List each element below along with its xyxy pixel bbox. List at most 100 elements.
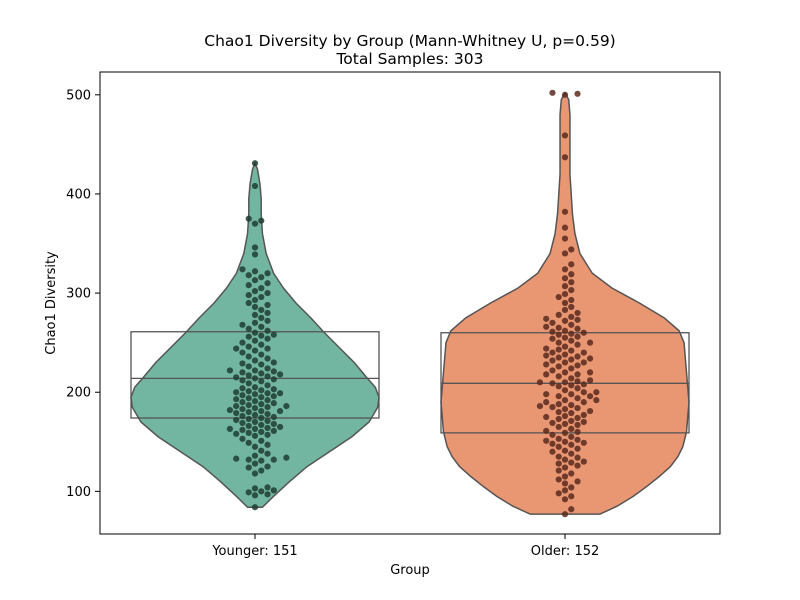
data-point <box>568 303 575 311</box>
data-point <box>270 413 277 421</box>
data-point <box>561 351 569 358</box>
data-point <box>568 356 575 363</box>
data-point <box>264 403 271 411</box>
data-point <box>568 321 575 328</box>
data-point <box>251 411 259 419</box>
data-point <box>574 353 581 360</box>
data-point <box>574 454 581 461</box>
data-point <box>574 371 581 378</box>
data-point <box>251 443 259 450</box>
data-point <box>574 362 581 369</box>
data-point <box>264 397 271 404</box>
data-point <box>555 460 562 467</box>
data-point <box>574 333 581 340</box>
data-point <box>251 347 259 354</box>
data-point <box>561 208 569 215</box>
data-point <box>555 293 562 301</box>
data-point <box>543 352 550 359</box>
data-point <box>270 427 277 434</box>
data-point <box>568 425 575 433</box>
data-point <box>264 417 271 425</box>
data-point <box>549 357 556 364</box>
data-point <box>245 282 252 289</box>
data-point <box>568 402 575 409</box>
data-point <box>543 399 550 406</box>
data-point <box>555 354 562 361</box>
data-point <box>561 487 569 494</box>
data-point <box>270 359 277 366</box>
data-point <box>568 409 575 417</box>
data-point <box>239 321 246 328</box>
data-point <box>258 407 265 415</box>
data-point <box>561 317 569 324</box>
data-point <box>251 160 259 167</box>
data-point <box>568 296 575 304</box>
data-point <box>574 385 581 392</box>
data-point <box>586 377 594 384</box>
data-point <box>245 439 252 446</box>
data-point <box>283 403 290 410</box>
data-point <box>568 470 575 477</box>
data-point <box>561 369 569 376</box>
data-point <box>574 378 581 385</box>
y-axis: 100 200 300 400 500 <box>66 88 100 500</box>
data-point <box>270 393 277 400</box>
data-point <box>574 436 581 443</box>
data-point <box>561 511 569 518</box>
chart-subtitle: Total Samples: 303 <box>335 50 483 68</box>
data-point <box>543 345 550 352</box>
data-point <box>264 431 271 438</box>
data-point <box>258 351 265 358</box>
data-point <box>258 428 265 435</box>
data-point <box>251 485 259 492</box>
data-point <box>568 433 575 440</box>
data-point <box>549 349 556 356</box>
data-point <box>568 484 575 491</box>
data-point <box>258 414 265 422</box>
data-point <box>543 371 550 378</box>
data-point <box>245 363 252 370</box>
data-point <box>561 290 569 298</box>
data-point <box>245 272 252 279</box>
data-point <box>568 417 575 425</box>
data-point <box>568 337 575 344</box>
data-point <box>264 463 271 470</box>
data-point <box>264 327 271 334</box>
data-point <box>561 429 569 436</box>
data-point <box>245 402 252 409</box>
data-point <box>543 315 550 322</box>
data-point <box>543 391 550 398</box>
data-point <box>568 459 575 466</box>
data-point <box>543 413 550 421</box>
data-point <box>283 454 290 461</box>
data-point <box>574 428 581 435</box>
data-point <box>251 296 259 304</box>
data-point <box>233 455 240 462</box>
data-point <box>555 415 562 423</box>
data-point <box>568 330 575 337</box>
data-point <box>561 473 569 480</box>
data-point <box>561 438 569 445</box>
data-point <box>270 400 277 407</box>
data-point <box>264 424 271 432</box>
data-point <box>251 288 259 295</box>
y-tick-label: 300 <box>66 287 91 302</box>
data-point <box>586 407 594 415</box>
data-point <box>251 432 259 439</box>
swarm-points <box>536 89 600 518</box>
data-point <box>568 287 575 294</box>
data-point <box>264 335 271 342</box>
data-point <box>245 333 252 340</box>
data-point <box>580 329 587 336</box>
violin-group <box>440 89 690 518</box>
data-point <box>251 404 259 412</box>
data-point <box>258 332 265 339</box>
data-point <box>555 311 562 318</box>
data-point <box>264 365 271 372</box>
data-point <box>568 382 575 389</box>
data-point <box>574 325 581 332</box>
data-point <box>586 369 594 376</box>
data-point <box>568 506 575 513</box>
data-point <box>239 349 246 356</box>
